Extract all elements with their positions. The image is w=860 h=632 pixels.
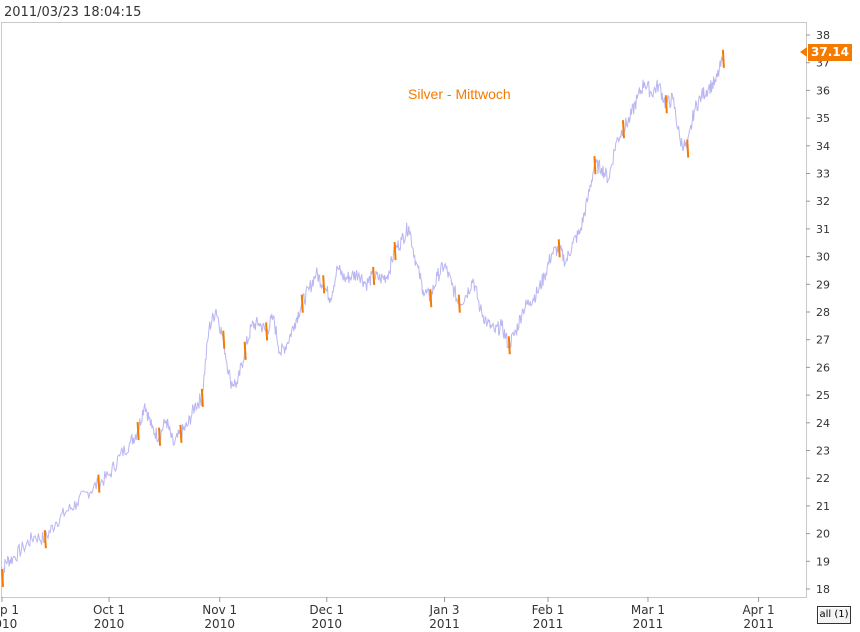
highlight-bar	[158, 427, 162, 446]
y-tick-label: 21	[816, 500, 830, 513]
highlight-bar	[1, 568, 4, 587]
highlight-bar	[686, 139, 690, 158]
highlight-bar	[300, 294, 304, 313]
x-tick-label: Mar 1	[631, 603, 665, 617]
highlight-bar	[97, 474, 101, 493]
plot-area	[1, 22, 807, 598]
x-tick-year-label: 2010	[0, 617, 17, 631]
highlight-bar	[557, 239, 561, 258]
highlight-bar	[621, 120, 625, 139]
y-tick-label: 34	[816, 140, 830, 153]
x-tick-year-label: 2011	[633, 617, 664, 631]
y-tick-label: 36	[816, 84, 830, 97]
highlight-bar	[664, 95, 668, 114]
y-tick-label: 22	[816, 472, 830, 485]
highlight-bar	[372, 266, 376, 286]
highlight-bar	[136, 422, 140, 441]
y-tick-label: 29	[816, 278, 830, 291]
y-tick-label: 18	[816, 583, 830, 596]
highlight-bar	[200, 388, 204, 407]
highlight-bar	[593, 156, 597, 175]
highlight-bar	[265, 322, 269, 341]
y-tick-label: 27	[816, 334, 830, 347]
highlight-bar	[322, 275, 326, 294]
highlight-bar	[507, 336, 511, 355]
highlight-bar	[457, 294, 461, 313]
highlight-bar	[429, 289, 433, 308]
price-line	[1, 56, 724, 579]
y-tick-label: 28	[816, 306, 830, 319]
highlight-bar	[222, 330, 226, 349]
y-tick-label: 35	[816, 112, 830, 125]
chart-timestamp: 2011/03/23 18:04:15	[4, 5, 142, 20]
x-tick-label: Feb 1	[532, 603, 565, 617]
x-tick-label: Jan 3	[429, 603, 460, 617]
y-tick-label: 24	[816, 417, 830, 430]
all-button[interactable]: all (1)	[817, 606, 851, 624]
y-tick-label: 25	[816, 389, 830, 402]
y-tick-label: 32	[816, 195, 830, 208]
x-tick-year-label: 2010	[204, 617, 235, 631]
x-tick-year-label: 2011	[743, 617, 774, 631]
y-tick-label: 33	[816, 168, 830, 181]
y-tick-label: 19	[816, 555, 830, 568]
highlight-bar	[243, 341, 247, 360]
highlight-bar	[393, 242, 397, 261]
x-tick-year-label: 2010	[94, 617, 125, 631]
y-tick-label: 38	[816, 29, 830, 42]
x-tick-label: Nov 1	[202, 603, 237, 617]
x-tick-label: Apr 1	[742, 603, 774, 617]
chart-title: Silver - Mittwoch	[408, 86, 511, 102]
last-price-badge: 37.14	[808, 44, 852, 61]
highlight-bar	[721, 49, 725, 68]
x-tick-year-label: 2010	[311, 617, 342, 631]
y-tick-label: 30	[816, 251, 830, 264]
x-tick-label: Oct 1	[93, 603, 125, 617]
highlight-bar	[43, 530, 47, 549]
y-tick-label: 31	[816, 223, 830, 236]
y-tick-label: 23	[816, 445, 830, 458]
price-marker-icon	[800, 47, 807, 57]
x-tick-year-label: 2011	[429, 617, 460, 631]
highlight-bar	[179, 424, 183, 443]
x-tick-label: Dec 1	[309, 603, 344, 617]
x-tick-year-label: 2011	[533, 617, 564, 631]
y-tick-label: 20	[816, 528, 830, 541]
y-tick-label: 26	[816, 361, 830, 374]
x-tick-label: Sep 1	[0, 603, 19, 617]
